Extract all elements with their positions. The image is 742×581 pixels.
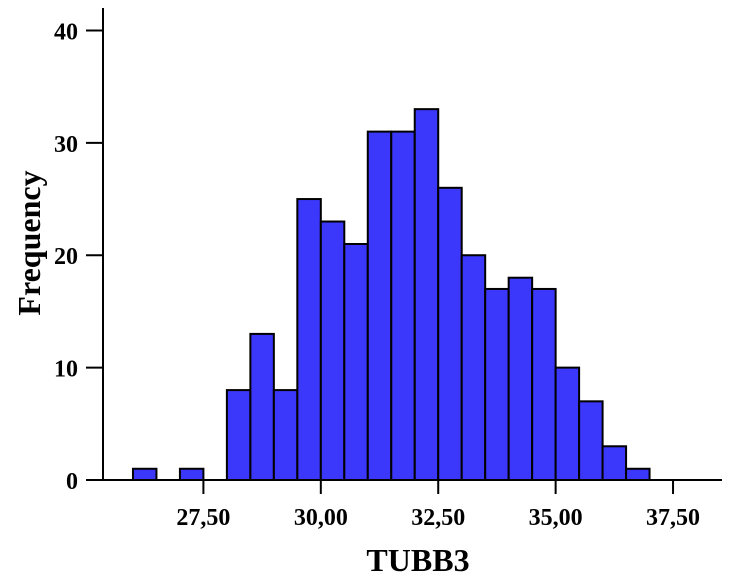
x-tick-label: 30,00 bbox=[294, 505, 348, 531]
y-axis-title: Frequency bbox=[11, 170, 47, 315]
histogram-bar bbox=[554, 366, 581, 481]
histogram-bar bbox=[484, 287, 510, 482]
x-tick-label: 27,50 bbox=[176, 505, 230, 531]
histogram-bar bbox=[601, 445, 628, 481]
y-tick-label: 40 bbox=[54, 19, 78, 45]
histogram-bar bbox=[437, 186, 463, 482]
histogram-bar bbox=[366, 130, 393, 481]
histogram-bar bbox=[296, 198, 322, 482]
y-tick-label: 10 bbox=[54, 357, 78, 383]
histogram-bar bbox=[413, 108, 440, 482]
histogram-bar bbox=[272, 389, 299, 482]
histogram-bar bbox=[625, 467, 651, 481]
histogram-bar bbox=[343, 243, 369, 481]
histogram-bar bbox=[319, 220, 346, 481]
x-tick-label: 37,50 bbox=[646, 505, 700, 531]
x-tick-label: 32,50 bbox=[411, 505, 465, 531]
histogram-bar bbox=[507, 276, 534, 482]
histogram-bar bbox=[178, 467, 205, 481]
histogram-bar bbox=[390, 130, 416, 481]
y-tick-label: 0 bbox=[66, 469, 78, 495]
y-tick-label: 20 bbox=[54, 244, 78, 270]
x-tick-label: 35,00 bbox=[529, 505, 583, 531]
histogram-bar bbox=[460, 254, 487, 481]
tick-marks bbox=[86, 29, 675, 494]
histogram-bars bbox=[131, 108, 651, 482]
histogram-bar bbox=[249, 332, 275, 481]
axes bbox=[86, 8, 722, 481]
histogram-bar bbox=[531, 287, 557, 482]
x-axis-title: TUBB3 bbox=[366, 542, 469, 578]
histogram-bar bbox=[225, 389, 252, 482]
tick-labels: 0 10 20 30 40 27,50 30,00 32,50 35,00 37,50 bbox=[54, 19, 700, 531]
histogram-bar bbox=[578, 400, 604, 482]
histogram-bar bbox=[131, 467, 158, 481]
y-tick-label: 30 bbox=[54, 132, 78, 158]
